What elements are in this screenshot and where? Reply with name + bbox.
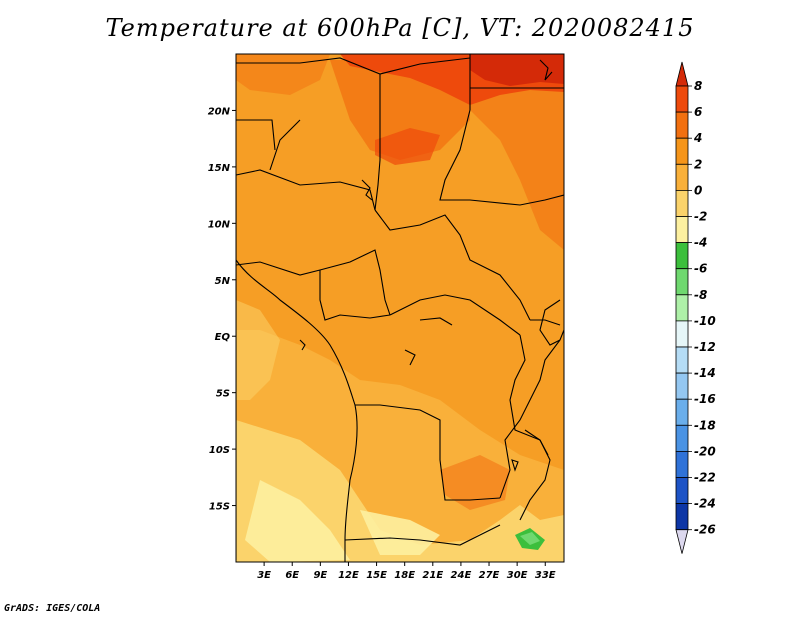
colorbar-label: -16 [694, 392, 716, 406]
colorbar-segment [675, 216, 689, 244]
colorbar-segment [675, 450, 689, 478]
colorbar-label: -6 [694, 262, 707, 276]
colorbar-label: -8 [694, 288, 707, 302]
chart-title: Temperature at 600hPa [C], VT: 202008241… [105, 14, 695, 42]
colorbar-label: 4 [693, 131, 702, 145]
colorbar-label: 2 [694, 157, 702, 171]
lon-tick-label: 33E [535, 570, 556, 581]
colorbar-segment [675, 320, 689, 348]
colorbar-segment [675, 268, 689, 296]
lon-tick-label: 6E [285, 570, 299, 581]
colorbar-label: -24 [694, 497, 716, 511]
colorbar-label: -10 [694, 314, 716, 328]
colorbar-segment [675, 189, 689, 217]
colorbar-segment [675, 137, 689, 165]
colorbar-top-arrow [675, 61, 689, 87]
colorbar-label: -14 [694, 366, 716, 380]
colorbar-segment [675, 372, 689, 400]
colorbar-segment [675, 503, 689, 531]
colorbar-segment [675, 424, 689, 452]
colorbar-label: -22 [694, 471, 716, 485]
lat-tick-label: EQ [215, 332, 231, 343]
colorbar-label: -18 [694, 418, 716, 432]
map-frame [235, 53, 565, 563]
lat-tick-label: 5S [216, 389, 230, 400]
colorbar-segment [675, 294, 689, 322]
lat-axis: 20N 15N 10N 5N EQ 5S 10S 15S [208, 106, 236, 513]
lon-tick-label: 12E [338, 570, 359, 581]
colorbar-label: -4 [694, 236, 707, 250]
colorbar-segment [675, 111, 689, 139]
lat-tick-label: 10S [209, 445, 230, 456]
colorbar-segment [675, 85, 689, 113]
lon-axis: 3E 6E 9E 12E 15E 18E 21E 24E 27E 30E 33E [257, 562, 556, 581]
lon-tick-label: 24E [451, 570, 472, 581]
lat-tick-label: 10N [208, 219, 231, 230]
lon-tick-label: 30E [507, 570, 528, 581]
lat-tick-label: 15N [208, 163, 231, 174]
lon-tick-label: 18E [394, 570, 415, 581]
colorbar-label: -26 [694, 523, 716, 537]
lon-tick-label: 15E [366, 570, 387, 581]
colorbar-label: 0 [694, 183, 702, 197]
country-borders [236, 54, 564, 562]
colorbar-label: -20 [694, 444, 716, 458]
lon-tick-label: 9E [313, 570, 327, 581]
colorbar-segment [675, 346, 689, 374]
lat-tick-label: 5N [215, 276, 231, 287]
colorbar-segment [675, 163, 689, 191]
lat-tick-label: 20N [208, 106, 231, 117]
temperature-field [236, 54, 564, 562]
colorbar-label: 8 [694, 79, 702, 93]
lon-tick-label: 21E [422, 570, 443, 581]
colorbar-segment [675, 477, 689, 505]
lon-tick-label: 27E [479, 570, 500, 581]
colorbar-label: -12 [694, 340, 716, 354]
colorbar-segment [675, 242, 689, 270]
colorbar-segment [675, 398, 689, 426]
lon-tick-label: 3E [257, 570, 271, 581]
colorbar: 8 6 4 2 0 -2 -4 -6 -8 -10 -12 -14 -16 -18 -20 -22 -24 -26 [675, 61, 716, 554]
colorbar-label: 6 [694, 105, 702, 119]
colorbar-label: -2 [694, 210, 707, 224]
lat-tick-label: 15S [209, 502, 230, 513]
grads-credit: GrADS: IGES/COLA [4, 603, 101, 614]
colorbar-bottom-arrow [675, 529, 689, 554]
